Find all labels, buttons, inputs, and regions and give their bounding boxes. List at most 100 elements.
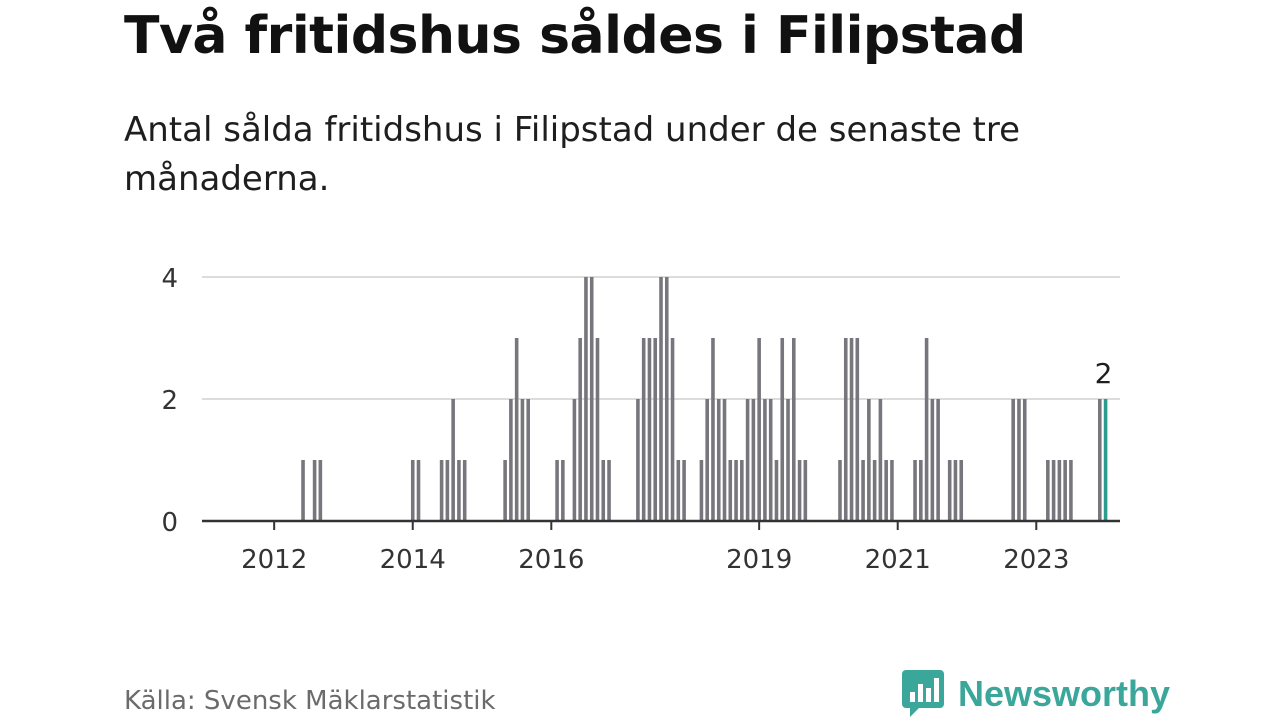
bar <box>318 460 323 521</box>
bar <box>595 338 600 521</box>
bar <box>572 399 577 521</box>
bar <box>439 460 444 521</box>
bar <box>1011 399 1015 521</box>
bar <box>410 460 415 521</box>
y-axis-labels: 0 2 4 <box>161 264 178 538</box>
bar <box>457 460 461 521</box>
bar <box>636 399 640 521</box>
bar <box>503 460 507 521</box>
bar <box>924 338 929 521</box>
bar <box>699 460 704 521</box>
bar <box>607 460 611 521</box>
bar <box>745 399 750 521</box>
bar-highlight <box>1103 399 1108 521</box>
bar <box>803 460 808 521</box>
bar <box>711 338 715 521</box>
bar <box>641 338 646 521</box>
x-tick-label: 2021 <box>865 545 931 575</box>
bar <box>838 460 842 521</box>
bar-chart: 2012 2014 2016 2019 2021 2023 0 2 4 2 <box>161 264 1120 575</box>
bar <box>670 338 675 521</box>
y-tick-label: 4 <box>161 264 178 294</box>
bar <box>1057 460 1062 521</box>
bar <box>647 338 652 521</box>
bar <box>936 399 940 521</box>
bar <box>514 338 519 521</box>
bar <box>930 399 935 521</box>
bar <box>653 338 658 521</box>
bar <box>757 338 761 521</box>
bar-chart-speech-bubble-icon <box>902 670 944 717</box>
bar <box>1063 460 1067 521</box>
bar <box>1069 460 1073 521</box>
bar <box>872 460 877 521</box>
bar <box>768 399 773 521</box>
x-tick-label: 2016 <box>518 545 584 575</box>
x-tick-label: 2019 <box>726 545 792 575</box>
bar <box>1017 399 1021 521</box>
bar <box>740 460 744 521</box>
highlight-value-label: 2 <box>1095 357 1113 390</box>
bar <box>312 460 317 521</box>
brand-name: Newsworthy <box>958 673 1171 714</box>
bar <box>878 399 883 521</box>
bar <box>792 338 796 521</box>
bar <box>705 399 709 521</box>
bar <box>301 460 305 521</box>
bar <box>797 460 802 521</box>
bar <box>953 460 958 521</box>
bar <box>561 460 565 521</box>
bar <box>664 277 669 521</box>
bar <box>919 460 923 521</box>
bar <box>786 399 790 521</box>
source-note: Källa: Svensk Mäklarstatistik <box>124 686 496 716</box>
bar <box>589 277 594 521</box>
bar <box>890 460 894 521</box>
bar <box>462 460 467 521</box>
bar <box>526 399 530 521</box>
bar <box>451 399 455 521</box>
bar <box>584 277 588 521</box>
y-tick-label: 0 <box>161 508 178 538</box>
x-axis-ticks: 2012 2014 2016 2019 2021 2023 <box>241 521 1069 575</box>
bar <box>947 460 952 521</box>
bar <box>884 460 888 521</box>
bar <box>728 460 733 521</box>
bars <box>301 277 1108 521</box>
y-tick-label: 2 <box>161 386 178 416</box>
bar <box>855 338 860 521</box>
bar <box>1051 460 1056 521</box>
bar <box>861 460 865 521</box>
bar <box>520 399 525 521</box>
x-tick-label: 2014 <box>380 545 446 575</box>
bar <box>959 460 964 521</box>
bar <box>682 460 686 521</box>
brand-logo[interactable]: Newsworthy <box>902 670 1170 718</box>
bar <box>676 460 681 521</box>
bar <box>722 399 727 521</box>
bar <box>843 338 848 521</box>
bar <box>578 338 582 521</box>
chart-title: Två fritidshus såldes i Filipstad <box>124 6 1026 66</box>
bar <box>780 338 785 521</box>
bar <box>751 399 756 521</box>
x-tick-label: 2023 <box>1003 545 1069 575</box>
bar <box>774 460 779 521</box>
bar <box>601 460 606 521</box>
bar <box>445 460 450 521</box>
bar <box>716 399 721 521</box>
bar <box>659 277 663 521</box>
bar <box>763 399 767 521</box>
bar <box>1098 399 1102 521</box>
bar <box>416 460 421 521</box>
bar <box>1046 460 1050 521</box>
bar <box>1022 399 1027 521</box>
bar <box>913 460 917 521</box>
bar <box>509 399 513 521</box>
annotations: 2 <box>1095 357 1113 390</box>
x-tick-label: 2012 <box>241 545 307 575</box>
bar <box>734 460 738 521</box>
bar <box>867 399 871 521</box>
bar <box>555 460 559 521</box>
bar <box>849 338 854 521</box>
